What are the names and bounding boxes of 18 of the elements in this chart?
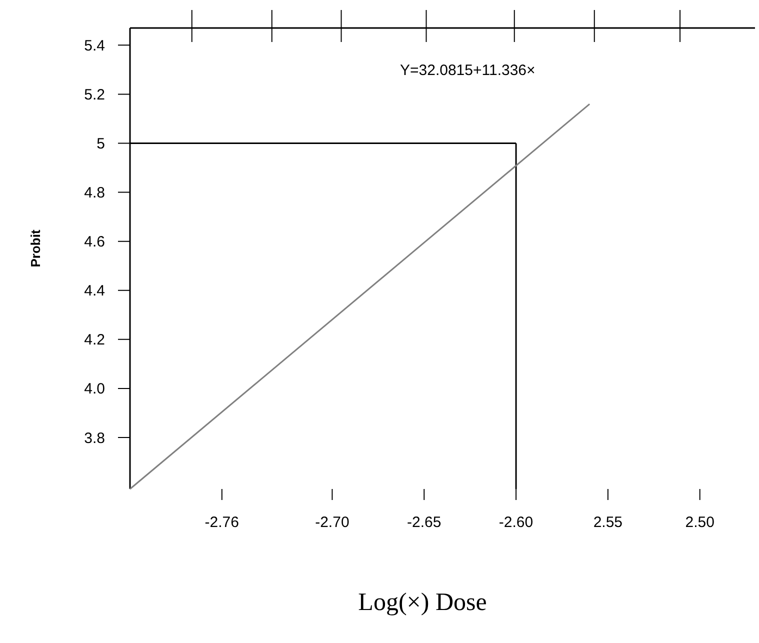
y-tick-label: 4.4 (84, 282, 105, 300)
y-tick-label: 4.2 (84, 332, 105, 349)
y-tick-label: 5.2 (84, 86, 105, 104)
annotation: Y=32.0815+11.336× (400, 62, 536, 79)
y-tick-label: 5.4 (84, 37, 105, 54)
x-tick-label: -2.76 (204, 514, 240, 531)
x-tick-label: -2.65 (407, 514, 442, 531)
y-tick-label: 3.8 (84, 430, 105, 447)
x-tick-label: 2.55 (593, 514, 623, 531)
y-tick-label: 4.8 (84, 184, 105, 202)
y-axis-title: Probit (28, 229, 43, 268)
y-tick-label: 5 (96, 136, 105, 152)
x-tick-label: -2.60 (498, 514, 534, 531)
x-axis-title: Log(×) Dose (358, 589, 487, 616)
y-tick-label: 4.6 (84, 234, 105, 251)
x-tick-label: 2.50 (685, 514, 714, 531)
x-tick-label: -2.70 (315, 514, 350, 531)
y-tick-label: 4.0 (84, 380, 105, 398)
